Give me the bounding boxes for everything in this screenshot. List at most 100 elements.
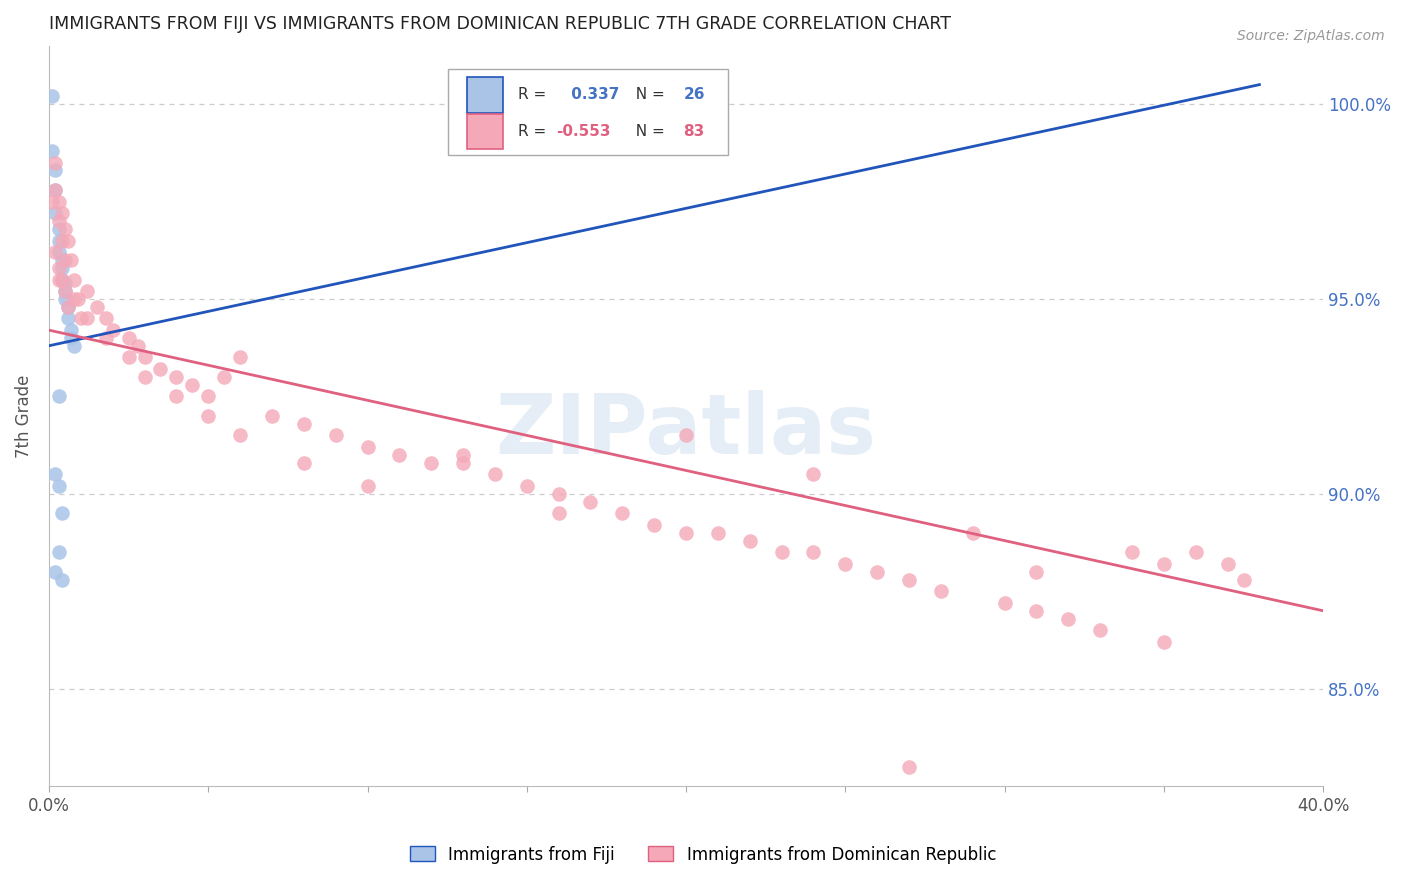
Point [48,222,70,236]
Point [60,252,83,267]
Text: 83: 83 [683,124,704,139]
Text: R =: R = [517,124,551,139]
Point [149,362,172,376]
Text: Source: ZipAtlas.com: Source: ZipAtlas.com [1237,29,1385,43]
Point [48,272,70,286]
Point [643,518,665,533]
Point [197,409,219,423]
Point [48,214,70,228]
Point [612,506,634,520]
Point [44,565,66,579]
Point [212,370,235,384]
Point [76,284,98,298]
Point [292,456,315,470]
Point [48,234,70,248]
Point [451,448,474,462]
Point [834,557,856,571]
Point [41,144,63,158]
Point [260,409,283,423]
Text: 0.337: 0.337 [567,87,620,103]
Point [356,479,378,493]
Point [101,323,124,337]
Bar [467,113,502,149]
Point [1216,557,1239,571]
Point [451,456,474,470]
Point [547,487,569,501]
Text: N =: N = [626,87,669,103]
Text: N =: N = [626,124,669,139]
Point [44,183,66,197]
Point [48,389,70,403]
Point [48,545,70,559]
Point [56,234,79,248]
Point [1153,635,1175,649]
Point [134,351,156,365]
Point [1025,565,1047,579]
Point [41,194,63,209]
Point [1232,573,1254,587]
Point [229,428,252,442]
Text: 26: 26 [683,87,704,103]
Point [292,417,315,431]
Point [707,525,730,540]
Y-axis label: 7th Grade: 7th Grade [15,375,32,458]
Point [547,506,569,520]
Point [165,389,187,403]
Point [53,292,76,306]
Point [117,331,139,345]
Point [53,284,76,298]
Point [63,272,86,286]
Point [86,300,108,314]
Point [803,545,825,559]
Point [484,467,506,482]
Point [51,272,73,286]
Point [51,206,73,220]
Point [48,260,70,275]
Point [44,155,66,169]
Point [76,311,98,326]
Point [325,428,347,442]
Point [63,292,86,306]
Point [63,339,86,353]
Point [51,573,73,587]
Legend: Immigrants from Fiji, Immigrants from Dominican Republic: Immigrants from Fiji, Immigrants from Do… [404,839,1002,871]
Point [356,440,378,454]
Point [48,245,70,260]
Point [48,194,70,209]
Point [44,183,66,197]
Point [44,245,66,260]
Point [866,565,889,579]
Point [56,311,79,326]
Point [181,377,204,392]
Point [51,260,73,275]
Point [579,494,602,508]
Point [51,506,73,520]
Point [1184,545,1206,559]
Point [675,428,697,442]
Point [53,284,76,298]
Point [127,339,149,353]
Point [44,163,66,178]
Point [675,525,697,540]
Text: R =: R = [517,87,551,103]
Text: ZIPatlas: ZIPatlas [495,390,876,471]
Point [420,456,443,470]
Point [1088,624,1111,638]
Point [994,596,1017,610]
Point [1153,557,1175,571]
Point [229,351,252,365]
Point [51,252,73,267]
Point [53,252,76,267]
Point [134,370,156,384]
Point [48,479,70,493]
Point [69,311,91,326]
Point [388,448,411,462]
Point [197,389,219,403]
Point [44,467,66,482]
Point [53,222,76,236]
Point [1025,604,1047,618]
Point [60,323,83,337]
Point [56,300,79,314]
Point [51,272,73,286]
Point [44,206,66,220]
